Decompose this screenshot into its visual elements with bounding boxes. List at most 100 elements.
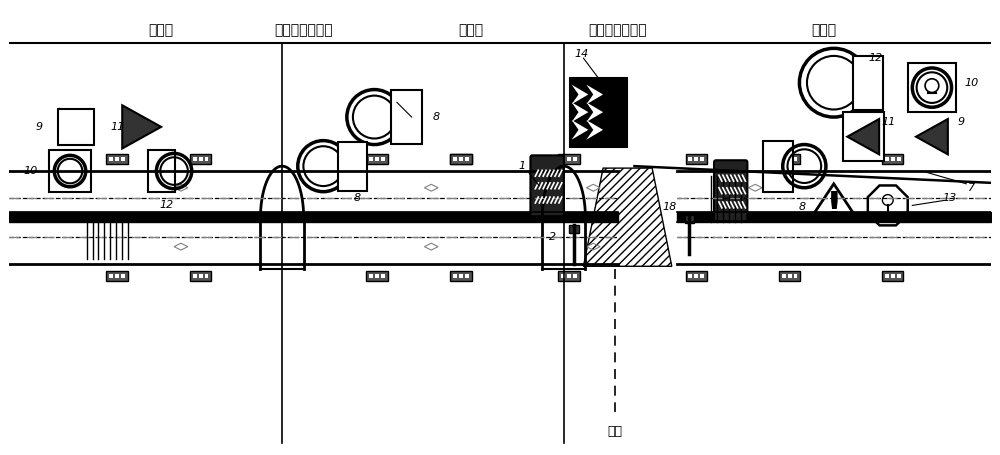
Text: 1: 1 [518, 161, 525, 171]
Bar [199, 274, 203, 278]
Bar [375, 157, 379, 161]
Bar [450, 154, 472, 164]
Bar [567, 157, 571, 161]
Bar [688, 157, 692, 161]
Polygon shape [572, 120, 588, 140]
Bar [700, 274, 704, 278]
Bar [391, 90, 422, 144]
Bar [685, 215, 694, 223]
Bar [109, 157, 113, 161]
Text: 11: 11 [882, 117, 896, 127]
Bar [567, 274, 571, 278]
Bar [190, 154, 211, 164]
Text: 13: 13 [942, 192, 957, 202]
Text: 2: 2 [548, 232, 556, 242]
Bar [121, 274, 125, 278]
Bar [193, 274, 197, 278]
FancyBboxPatch shape [530, 155, 564, 216]
Text: 8: 8 [799, 202, 806, 212]
Bar [794, 157, 797, 161]
Bar [148, 151, 175, 192]
Bar [366, 271, 388, 281]
Bar [561, 274, 565, 278]
Polygon shape [572, 85, 588, 104]
Bar [121, 157, 125, 161]
Polygon shape [572, 102, 588, 122]
Text: 18: 18 [663, 202, 677, 212]
Text: 岔道: 岔道 [607, 425, 622, 438]
Text: 8: 8 [354, 192, 361, 202]
Bar [190, 271, 211, 281]
Bar [843, 112, 884, 161]
Bar [782, 157, 786, 161]
Bar [573, 157, 577, 161]
Bar [338, 142, 367, 191]
Text: 隧道外: 隧道外 [811, 24, 837, 38]
Bar [897, 157, 901, 161]
Bar [450, 154, 472, 164]
Polygon shape [586, 120, 603, 140]
Text: !: ! [825, 189, 842, 226]
Bar [459, 274, 463, 278]
Bar [106, 154, 128, 164]
Bar [381, 274, 385, 278]
Bar [700, 157, 704, 161]
Bar [465, 157, 469, 161]
Text: 14: 14 [574, 49, 589, 59]
Bar [465, 157, 469, 161]
Bar [453, 157, 457, 161]
Bar [381, 157, 385, 161]
Bar [570, 78, 627, 147]
Bar [115, 274, 119, 278]
Bar [450, 271, 472, 281]
Bar [115, 157, 119, 161]
Bar [459, 157, 463, 161]
Bar [794, 274, 797, 278]
Bar [694, 274, 698, 278]
Bar [686, 271, 707, 281]
Text: 10: 10 [964, 78, 978, 88]
Bar [459, 157, 463, 161]
FancyBboxPatch shape [714, 160, 747, 221]
Bar [779, 154, 800, 164]
Text: 隧道出入口洞口: 隧道出入口洞口 [588, 24, 647, 38]
Bar [882, 154, 903, 164]
Text: 隧道内: 隧道内 [149, 24, 174, 38]
Bar [49, 151, 91, 192]
Text: 12: 12 [869, 53, 883, 63]
Bar [788, 157, 792, 161]
Polygon shape [586, 85, 603, 104]
Polygon shape [586, 102, 603, 122]
Polygon shape [916, 119, 948, 154]
Text: 7: 7 [968, 183, 975, 193]
Bar [788, 274, 792, 278]
Bar [885, 157, 889, 161]
Text: 12: 12 [159, 200, 173, 210]
Bar [782, 274, 786, 278]
Bar [569, 225, 579, 233]
Bar [891, 274, 895, 278]
Bar [558, 271, 580, 281]
Bar [205, 274, 208, 278]
Text: 11: 11 [110, 122, 124, 132]
Text: 8: 8 [433, 112, 440, 122]
Bar [109, 274, 113, 278]
Bar [205, 157, 208, 161]
Bar [882, 271, 903, 281]
Bar [58, 109, 94, 145]
Bar [193, 157, 197, 161]
Polygon shape [122, 105, 161, 148]
Bar [558, 154, 580, 164]
Text: 9: 9 [35, 122, 42, 132]
Bar [453, 157, 457, 161]
Bar [688, 274, 692, 278]
Bar [573, 274, 577, 278]
Bar [686, 154, 707, 164]
Bar [369, 274, 373, 278]
Bar [908, 63, 956, 112]
Bar [369, 157, 373, 161]
Text: 隧道内: 隧道内 [458, 24, 483, 38]
Bar [453, 274, 457, 278]
Text: 10: 10 [24, 166, 38, 176]
Bar [853, 56, 883, 110]
